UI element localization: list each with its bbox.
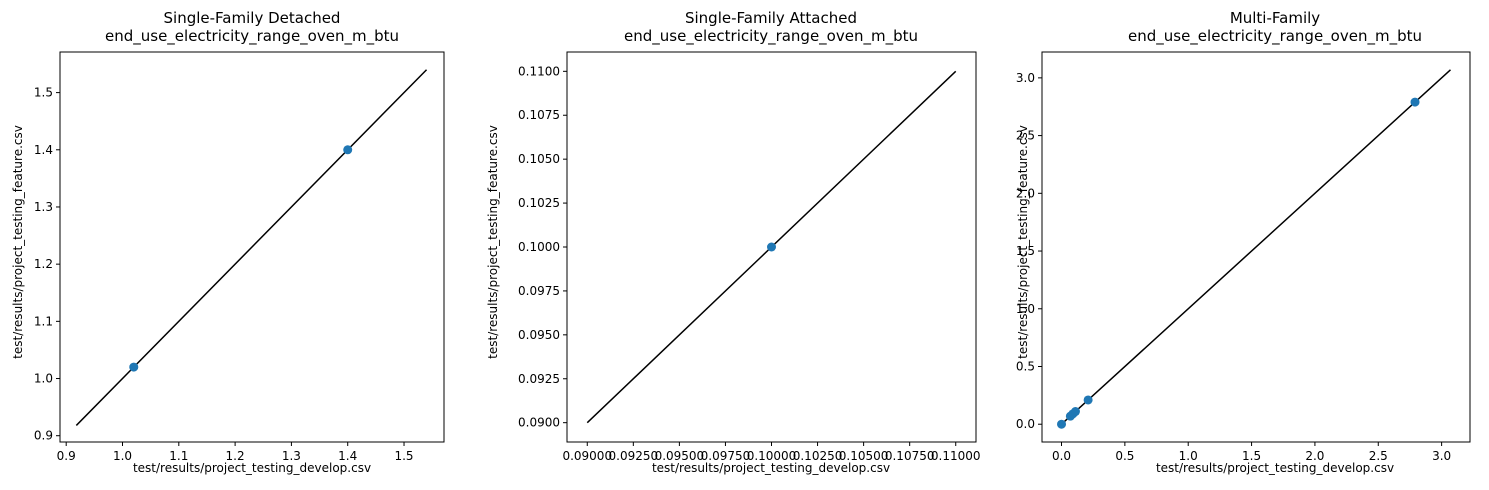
- x-tick-label: 0.09500: [655, 449, 705, 463]
- chart-title: Single-Family Attached: [685, 9, 857, 27]
- identity-line: [1061, 69, 1451, 425]
- chart-subtitle: end_use_electricity_range_oven_m_btu: [1128, 27, 1422, 46]
- data-point: [1070, 407, 1080, 417]
- data-point: [1410, 97, 1420, 107]
- y-tick-label: 0.1100: [518, 64, 560, 78]
- y-tick-label: 0.1000: [518, 240, 560, 254]
- y-tick-label: 0.0900: [518, 416, 560, 430]
- y-tick-label: 3.0: [1016, 71, 1035, 85]
- x-tick-label: 0.09250: [609, 449, 659, 463]
- x-tick-label: 2.5: [1369, 449, 1388, 463]
- y-tick-label: 0.1075: [518, 108, 560, 122]
- y-tick-label: 0.0950: [518, 328, 560, 342]
- x-tick-label: 0.0: [1052, 449, 1071, 463]
- y-tick-label: 2.0: [1016, 186, 1035, 200]
- x-tick-label: 2.0: [1305, 449, 1324, 463]
- panel-single-family-attached: Single-Family Attached end_use_electrici…: [486, 9, 981, 475]
- y-axis-label: test/results/project_testing_feature.csv: [11, 125, 25, 359]
- data-point: [343, 145, 353, 155]
- x-tick-label: 0.11000: [931, 449, 981, 463]
- x-tick-label: 0.9: [57, 449, 76, 463]
- x-tick-label: 1.0: [1179, 449, 1198, 463]
- chart-subtitle: end_use_electricity_range_oven_m_btu: [105, 27, 399, 46]
- y-tick-label: 1.2: [34, 257, 53, 271]
- x-axis-label: test/results/project_testing_develop.csv: [133, 461, 371, 475]
- y-tick-label: 0.1050: [518, 152, 560, 166]
- data-point: [129, 362, 139, 372]
- x-tick-label: 1.5: [1242, 449, 1261, 463]
- x-tick-label: 1.2: [226, 449, 245, 463]
- y-tick-label: 1.5: [34, 86, 53, 100]
- x-tick-label: 0.10500: [839, 449, 889, 463]
- x-tick-label: 0.10750: [885, 449, 935, 463]
- chart-title: Single-Family Detached: [164, 9, 341, 27]
- plot-frame: [1041, 51, 1471, 443]
- data-point: [1057, 419, 1067, 429]
- chart-subtitle: end_use_electricity_range_oven_m_btu: [624, 27, 918, 46]
- x-tick-label: 0.10250: [793, 449, 843, 463]
- panel-single-family-detached: Single-Family Detached end_use_electrici…: [11, 9, 445, 475]
- y-tick-label: 0.1025: [518, 196, 560, 210]
- data-point: [767, 242, 776, 252]
- x-tick-label: 1.1: [169, 449, 188, 463]
- x-tick-label: 0.09000: [562, 449, 612, 463]
- plot-frame: [59, 51, 445, 443]
- y-tick-label: 1.1: [34, 314, 53, 328]
- y-tick-label: 0.0: [1016, 417, 1035, 431]
- y-axis-label: test/results/project_testing_feature.csv: [1016, 125, 1030, 359]
- y-axis-label: test/results/project_testing_feature.csv: [486, 125, 500, 359]
- x-tick-label: 1.4: [338, 449, 357, 463]
- y-tick-label: 1.0: [1016, 302, 1035, 316]
- y-tick-label: 0.5: [1016, 359, 1035, 373]
- x-axis-label: test/results/project_testing_develop.csv: [1156, 461, 1394, 475]
- data-point: [1083, 395, 1093, 405]
- x-tick-label: 0.10000: [747, 449, 797, 463]
- y-tick-label: 1.4: [34, 143, 53, 157]
- x-tick-label: 0.09750: [701, 449, 751, 463]
- x-axis-label: test/results/project_testing_develop.csv: [652, 461, 890, 475]
- y-tick-label: 1.5: [1016, 244, 1035, 258]
- x-tick-label: 1.0: [113, 449, 132, 463]
- y-tick-label: 0.0925: [518, 372, 560, 386]
- identity-line: [75, 69, 428, 426]
- y-tick-label: 1.0: [34, 372, 53, 386]
- x-tick-label: 1.5: [394, 449, 413, 463]
- y-tick-label: 0.9: [34, 429, 53, 443]
- y-tick-label: 1.3: [34, 200, 53, 214]
- panel-multi-family: Multi-Family end_use_electricity_range_o…: [1016, 9, 1471, 475]
- x-tick-label: 3.0: [1432, 449, 1451, 463]
- y-tick-label: 0.0975: [518, 284, 560, 298]
- x-tick-label: 1.3: [282, 449, 301, 463]
- x-tick-label: 0.5: [1115, 449, 1134, 463]
- chart-title: Multi-Family: [1230, 9, 1320, 27]
- y-tick-label: 2.5: [1016, 129, 1035, 143]
